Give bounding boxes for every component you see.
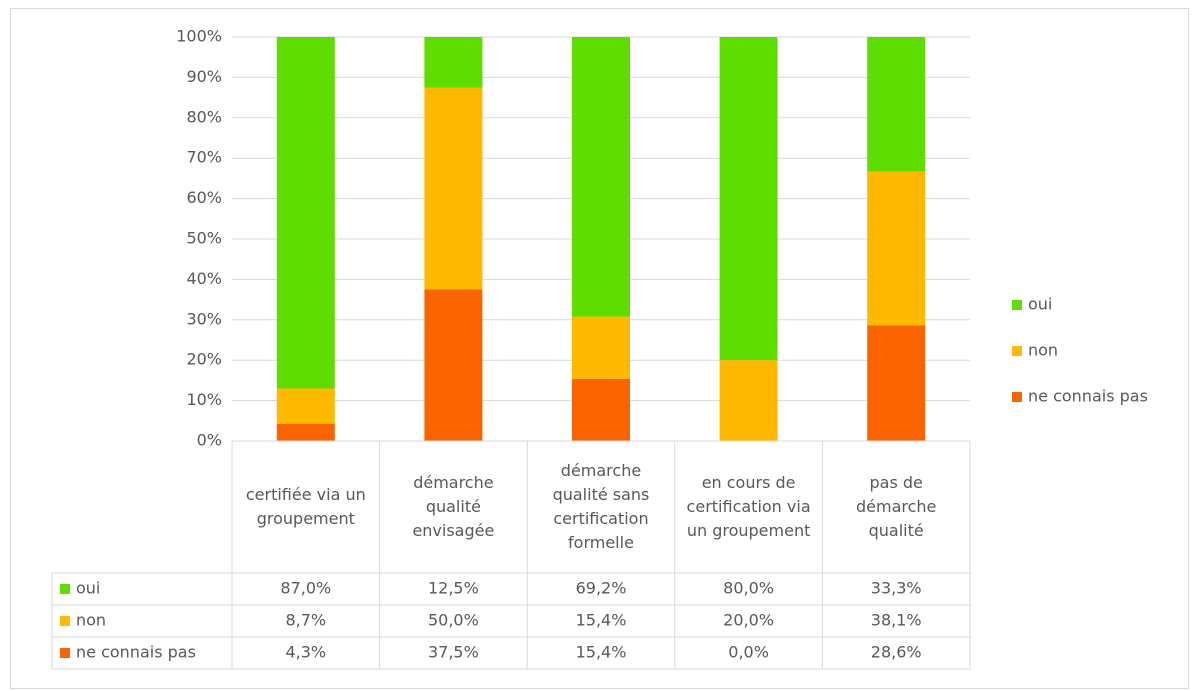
table-value: 38,1%: [871, 611, 922, 630]
table-value: 15,4%: [576, 611, 627, 630]
table-value: 20,0%: [723, 611, 774, 630]
bar-segment: [719, 360, 778, 441]
legend-label: non: [1028, 341, 1058, 360]
table-value: 4,3%: [285, 643, 326, 662]
bar-segment: [572, 316, 630, 379]
table-row-label: non: [76, 611, 106, 630]
legend-key: [1012, 300, 1022, 310]
bar-segment: [867, 37, 926, 172]
category-box: démarche qualité sans certification form…: [552, 461, 650, 552]
category-box: pas de démarche qualité: [855, 473, 937, 540]
legend-label: ne connais pas: [1028, 387, 1148, 406]
y-tick-label: 0%: [197, 431, 222, 450]
table-legend-key: [60, 648, 70, 658]
x-tick-label: pas de démarche qualité: [855, 473, 937, 540]
y-tick-label: 30%: [186, 309, 222, 328]
category-box: certifiée via un groupement: [245, 485, 366, 528]
category-box: démarche qualité envisagée: [412, 473, 495, 540]
bar-segment: [424, 289, 483, 441]
legend-key: [1012, 346, 1022, 356]
bar-segment: [276, 37, 335, 389]
bar-segment: [719, 37, 778, 361]
table-row-label: oui: [76, 579, 100, 598]
table-value: 50,0%: [428, 611, 479, 630]
x-tick-label: démarche qualité envisagée: [412, 473, 495, 540]
y-tick-label: 50%: [186, 229, 222, 248]
y-tick-label: 20%: [186, 350, 222, 369]
table-legend-key: [60, 584, 70, 594]
table-value: 33,3%: [871, 579, 922, 598]
x-tick-label: en cours de certification via un groupem…: [686, 473, 811, 540]
table-row-label: ne connais pas: [76, 643, 196, 662]
bar-segment: [867, 171, 926, 326]
y-tick-label: 60%: [186, 188, 222, 207]
y-tick-label: 70%: [186, 148, 222, 167]
bar-segment: [276, 423, 335, 441]
table-value: 69,2%: [576, 579, 627, 598]
legend-key: [1012, 392, 1022, 402]
y-tick-label: 80%: [186, 107, 222, 126]
table-value: 87,0%: [280, 579, 331, 598]
x-tick-label: certifiée via un groupement: [245, 485, 366, 528]
table-legend-key: [60, 616, 70, 626]
table-value: 12,5%: [428, 579, 479, 598]
bar-segment: [867, 325, 926, 441]
table-value: 28,6%: [871, 643, 922, 662]
bar-segment: [424, 87, 483, 290]
table-value: 0,0%: [728, 643, 769, 662]
y-tick-label: 10%: [186, 390, 222, 409]
y-tick-label: 100%: [176, 27, 222, 46]
bar-segment: [572, 37, 630, 317]
y-tick-label: 40%: [186, 269, 222, 288]
table-value: 37,5%: [428, 643, 479, 662]
bar-segment: [424, 37, 483, 88]
table-value: 8,7%: [285, 611, 326, 630]
table-value: 15,4%: [576, 643, 627, 662]
bar-segment: [276, 388, 335, 424]
table-value: 80,0%: [723, 579, 774, 598]
y-tick-label: 90%: [186, 67, 222, 86]
bar-segment: [572, 378, 630, 441]
category-box: en cours de certification via un groupem…: [686, 473, 811, 540]
x-tick-label: démarche qualité sans certification form…: [552, 461, 650, 552]
legend-label: oui: [1028, 295, 1052, 314]
